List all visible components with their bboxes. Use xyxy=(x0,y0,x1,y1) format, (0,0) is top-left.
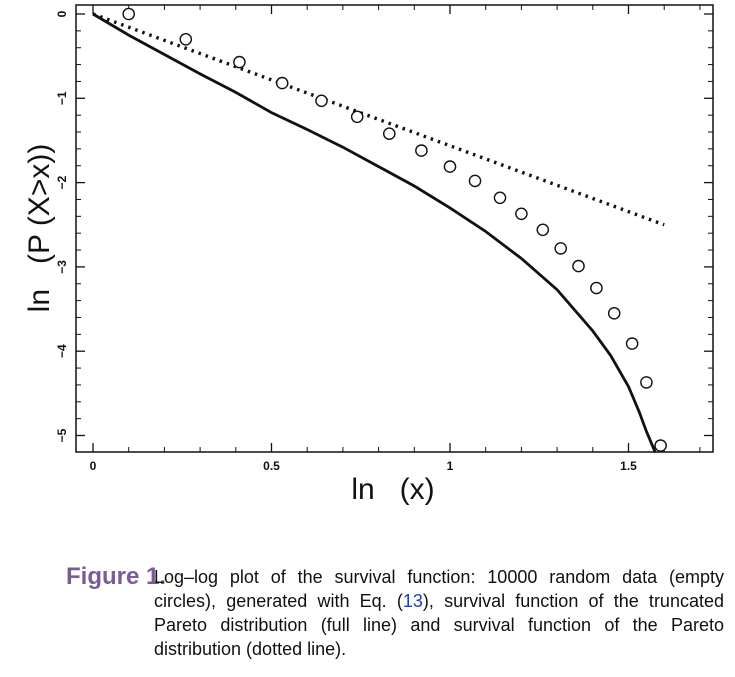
y-tick-label: −2 xyxy=(55,175,69,189)
truncated-pareto-full-line xyxy=(92,12,657,453)
data-point-circle xyxy=(536,223,550,237)
data-point-circle xyxy=(179,33,193,46)
pareto-dotted-line xyxy=(92,12,665,227)
data-point-circle xyxy=(468,174,482,188)
x-tick-label: 1 xyxy=(447,459,454,473)
data-point-circle xyxy=(315,94,328,108)
y-tick-label: −3 xyxy=(55,260,69,274)
data-point-circle xyxy=(415,144,428,157)
axis-ticks xyxy=(76,5,713,452)
random-data-circles xyxy=(122,7,667,452)
data-point-circle xyxy=(122,7,135,21)
x-tick-label: 0.5 xyxy=(263,459,280,473)
y-tick-label: −1 xyxy=(55,91,69,105)
y-tick-label: −5 xyxy=(55,428,69,442)
x-tick-label: 1.5 xyxy=(620,459,637,473)
plot-frame xyxy=(75,4,714,453)
data-point-circle xyxy=(350,110,364,124)
survival-function-chart: 0 0.5 1 1.5 0 −1 −2 −3 −4 −5 ln (x) ln (P (X>x)) xyxy=(23,4,714,506)
equation-reference-link[interactable]: 13 xyxy=(402,591,423,611)
data-point-circle xyxy=(640,376,653,389)
y-axis-label: ln (P (X>x)) xyxy=(23,144,56,313)
data-point-circle xyxy=(572,259,585,273)
data-point-circle xyxy=(493,191,507,205)
data-point-circle xyxy=(607,306,621,320)
x-tick-label: 0 xyxy=(90,459,97,473)
data-point-circle xyxy=(382,127,396,140)
caption-text-before: Log–log plot of the survival function: 1… xyxy=(154,567,724,611)
tick-labels: 0 0.5 1 1.5 0 −1 −2 −3 −4 −5 xyxy=(55,10,637,473)
caption-text: Log–log plot of the survival function: 1… xyxy=(154,565,724,661)
caption-text-after: ), survival function of the truncated Pa… xyxy=(154,591,724,659)
data-point-circle xyxy=(443,160,457,173)
data-point-circle xyxy=(625,337,639,350)
data-point-circle xyxy=(654,439,667,452)
figure-label: Figure 1. xyxy=(66,563,167,590)
data-point-circle xyxy=(590,281,603,295)
y-tick-label: −4 xyxy=(55,344,69,358)
data-point-circle xyxy=(233,55,246,69)
data-point-circle xyxy=(554,242,568,255)
data-point-circle xyxy=(275,76,289,90)
data-point-circle xyxy=(515,207,528,221)
y-tick-label: 0 xyxy=(55,10,69,17)
x-axis-label: ln (x) xyxy=(351,473,434,506)
